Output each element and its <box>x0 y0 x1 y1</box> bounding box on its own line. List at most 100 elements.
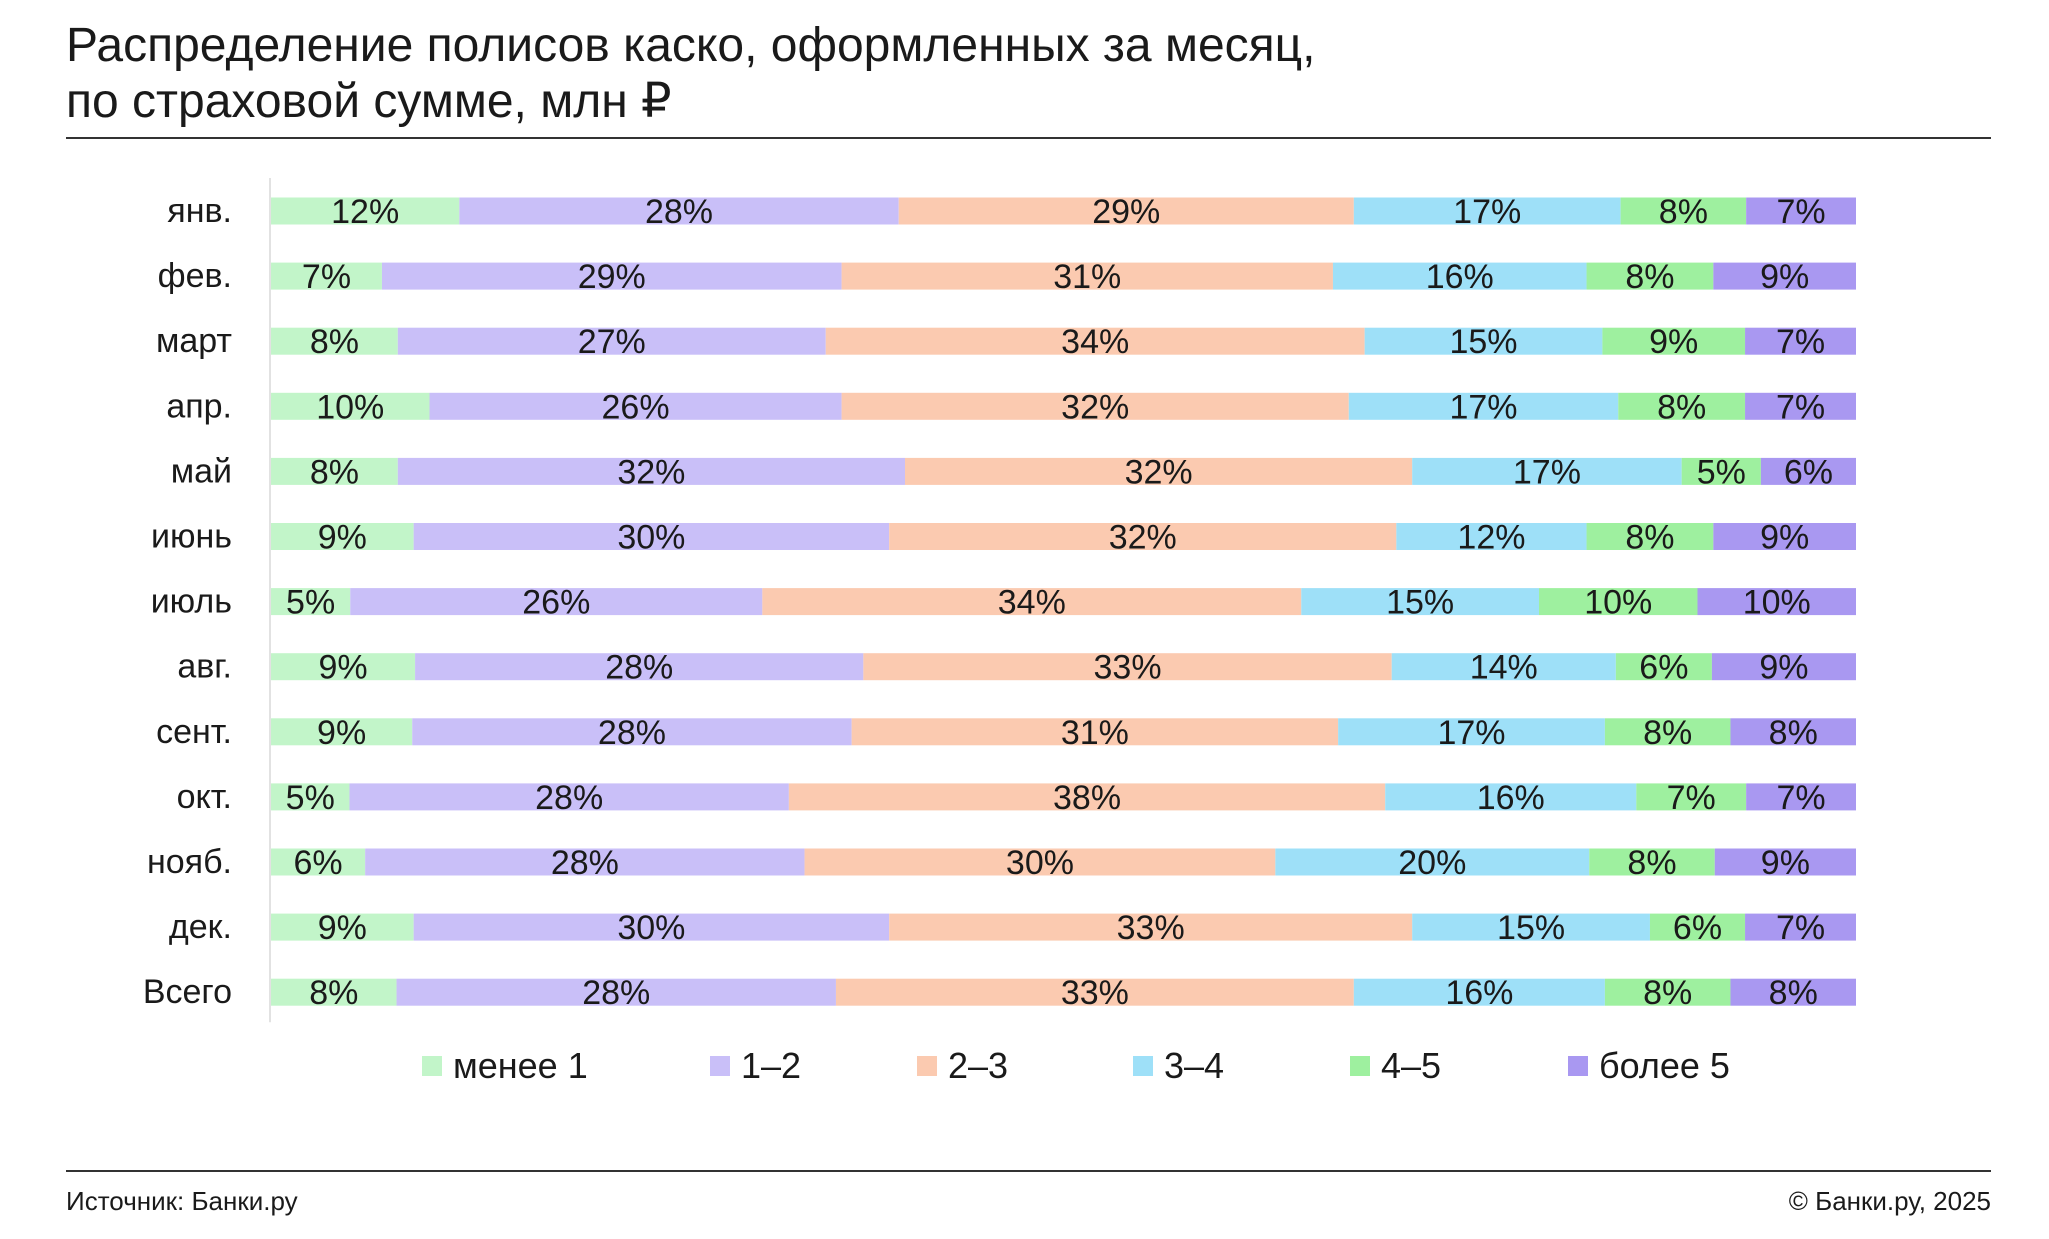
data-label: 20% <box>1398 844 1466 882</box>
data-label: 7% <box>1667 779 1716 817</box>
legend-label: более 5 <box>1599 1045 1730 1086</box>
data-label: 29% <box>578 258 646 296</box>
bar-segment <box>1412 457 1682 485</box>
bar-segment <box>271 783 350 811</box>
bar-segment <box>905 457 1413 485</box>
bar-segment <box>349 783 789 811</box>
bar-segment <box>271 523 414 550</box>
data-label: 5% <box>286 779 335 817</box>
data-label: 9% <box>1760 258 1809 296</box>
chart-title-line-1: Распределение полисов каско, оформленных… <box>66 19 1316 72</box>
data-label: 8% <box>1625 258 1674 296</box>
bar-segment <box>1745 913 1856 941</box>
data-label: 16% <box>1477 779 1545 817</box>
data-label: 12% <box>331 193 399 231</box>
category-label: апр. <box>166 387 232 425</box>
bar-segment <box>1396 523 1587 550</box>
bar-segment <box>841 392 1349 420</box>
data-label: 7% <box>1776 779 1825 817</box>
bar-segment <box>1615 653 1712 681</box>
bar-segment <box>1348 392 1619 420</box>
bar-segment <box>1275 848 1590 876</box>
data-label: 8% <box>1659 193 1708 231</box>
data-label: 32% <box>1061 388 1129 426</box>
bar-segment <box>1301 588 1539 616</box>
category-label: июль <box>151 583 232 621</box>
bar-segment <box>413 913 890 941</box>
legend-swatch <box>1133 1056 1153 1076</box>
bar-segment <box>863 653 1392 681</box>
bar-segment <box>1391 653 1616 681</box>
category-label: дек. <box>169 908 232 946</box>
data-label: 8% <box>309 974 358 1012</box>
data-label: 30% <box>617 909 685 947</box>
legend-swatch <box>710 1056 730 1076</box>
data-label: 33% <box>1061 974 1129 1012</box>
data-label: 31% <box>1053 258 1121 296</box>
bar-segment <box>788 783 1386 811</box>
data-label: 10% <box>1743 584 1811 622</box>
data-label: 33% <box>1094 649 1162 687</box>
data-label: 16% <box>1426 258 1494 296</box>
source-note: Источник: Банки.ру <box>66 1186 298 1216</box>
data-label: 9% <box>318 519 367 557</box>
bar-segment <box>413 523 890 550</box>
legend-swatch <box>1350 1056 1370 1076</box>
bar-segment <box>1713 262 1856 290</box>
legend-item: 2–3 <box>917 1045 1008 1087</box>
data-label: 33% <box>1117 909 1185 947</box>
data-label: 5% <box>286 584 335 622</box>
bar-segment <box>1604 978 1731 1006</box>
bar-segment <box>1636 783 1747 811</box>
data-label: 7% <box>1776 323 1825 361</box>
data-label: 28% <box>551 844 619 882</box>
data-label: 8% <box>1769 974 1818 1012</box>
data-label: 8% <box>1769 714 1818 752</box>
bar-segment <box>415 653 864 681</box>
bar-segment <box>1353 978 1605 1006</box>
bar-segment <box>1586 262 1714 290</box>
bar-segment <box>271 197 460 225</box>
bar-segment <box>350 588 763 616</box>
data-label: 9% <box>318 649 367 687</box>
bar-segment <box>889 523 1397 550</box>
chart-title: Распределение полисов каско, оформленных… <box>66 18 1966 130</box>
bar-segment <box>825 327 1365 355</box>
legend-label: 1–2 <box>741 1045 802 1086</box>
bar-segment <box>851 718 1339 746</box>
data-label: 8% <box>1657 388 1706 426</box>
bar-segment <box>271 327 398 355</box>
bar-segment <box>1760 457 1856 485</box>
data-label: 9% <box>1759 649 1808 687</box>
data-label: 26% <box>602 388 670 426</box>
bar-segment <box>1602 327 1746 355</box>
bar-segment <box>835 978 1354 1006</box>
data-label: 9% <box>1649 323 1698 361</box>
bar-segment <box>1649 913 1746 941</box>
data-label: 29% <box>1092 193 1160 231</box>
data-label: 8% <box>1643 974 1692 1012</box>
data-label: 17% <box>1513 453 1581 491</box>
category-label: нояб. <box>147 843 232 881</box>
legend-swatch <box>422 1056 442 1076</box>
data-label: 17% <box>1453 193 1521 231</box>
chart-title-line-2: по страховой сумме, млн ₽ <box>66 75 672 128</box>
legend-label: менее 1 <box>453 1045 588 1086</box>
bar-segment <box>271 588 351 616</box>
bar-segment <box>1589 848 1715 876</box>
bar-segment <box>804 848 1276 876</box>
data-label: 12% <box>1457 519 1525 557</box>
bar-segment <box>1618 392 1746 420</box>
bar-segment <box>271 913 414 941</box>
data-label: 6% <box>1784 453 1833 491</box>
category-label: сент. <box>156 713 232 751</box>
data-label: 8% <box>1643 714 1692 752</box>
category-label: авг. <box>177 648 232 686</box>
legend-label: 2–3 <box>948 1045 1009 1086</box>
data-label: 7% <box>1776 193 1825 231</box>
data-label: 38% <box>1053 779 1121 817</box>
stacked-bar-chart: янв. 12% 28% 29% 17% 8% 7% фев. 7% 29% 31% 16% 8% 9% м… <box>143 178 1856 1023</box>
bar-segment <box>1353 197 1621 225</box>
legend-item: более 5 <box>1568 1045 1730 1087</box>
legend-item: менее 1 <box>422 1045 588 1087</box>
